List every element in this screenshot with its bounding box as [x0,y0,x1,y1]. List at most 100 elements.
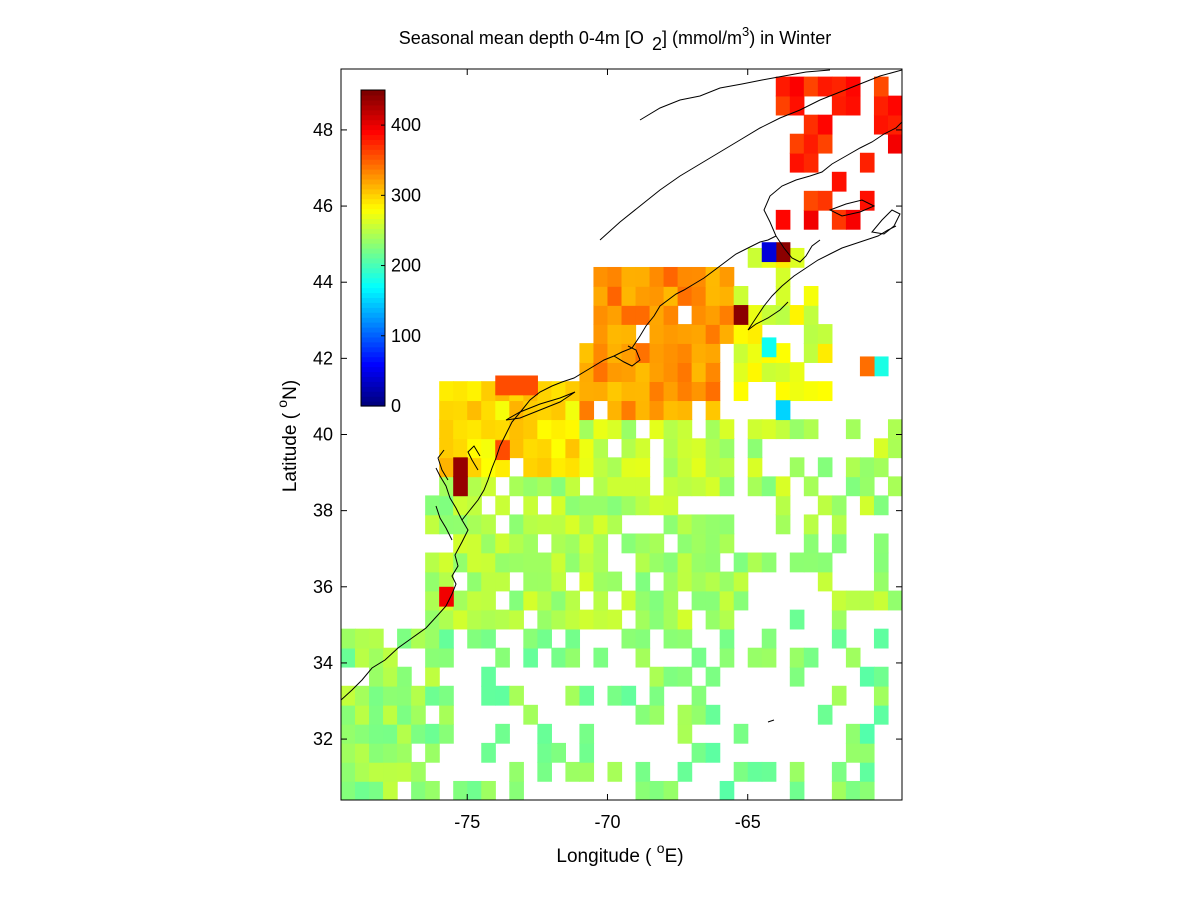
data-cell [859,780,875,800]
data-cell [677,381,693,402]
data-cell [873,457,889,478]
data-cell [747,647,763,668]
colorbar-tick-label: 100 [391,326,421,346]
y-tick-label: 48 [313,120,333,140]
data-cell [831,685,847,706]
colorbar-step [361,262,385,269]
data-cell [481,609,496,630]
data-cell [775,305,791,325]
data-cell [383,780,398,800]
data-cell [747,247,763,268]
data-cell [509,533,524,554]
data-cell [873,685,889,706]
data-cell [719,533,735,554]
data-cell [775,286,791,306]
data-cell [523,552,538,573]
data-cell [845,419,861,440]
data-cell [789,362,805,382]
data-cell [803,76,819,97]
data-cell [831,590,847,611]
data-cell [775,76,791,97]
data-cell [817,381,833,402]
data-cell [481,666,496,687]
colorbar-step [361,257,385,264]
data-cell [663,457,679,478]
data-cell [537,742,552,763]
data-cell [523,628,538,649]
data-cell [481,590,496,611]
data-cell [411,628,426,649]
data-cell [355,628,370,649]
data-cell [467,628,482,649]
data-cell [663,495,679,516]
data-cell [845,723,861,744]
data-cell [565,533,581,554]
data-cell [859,190,875,211]
title-prefix: Seasonal mean depth 0-4m [O [399,28,644,48]
data-cell [509,590,524,611]
data-cell [495,647,510,668]
data-cell [537,609,552,630]
data-cell [873,438,889,459]
data-cell [635,647,651,668]
data-cell [803,419,819,440]
colorbar-step [361,297,385,303]
data-cell [453,400,468,421]
data-cell [719,571,735,592]
data-cell [649,495,665,516]
data-cell [467,590,482,611]
data-cell [565,476,581,497]
data-cell [537,438,552,459]
data-cell [677,552,693,573]
data-cell [481,552,496,573]
data-cell [467,571,482,592]
data-cell [775,381,791,402]
data-cell [453,533,468,554]
colorbar-step [361,267,385,274]
data-cell [691,362,707,382]
colorbar-step [361,346,385,353]
data-cell [565,400,581,421]
data-cell [775,95,791,116]
data-cell [523,514,538,535]
data-cell [509,400,524,421]
data-cell [425,780,440,800]
data-cell [649,381,665,402]
data-cell [551,381,566,402]
data-cell [817,552,833,573]
data-cell [565,381,581,402]
colorbar-step [361,213,385,219]
data-cell [593,533,609,554]
data-cell [887,438,902,459]
data-cell [551,571,566,592]
data-cell [831,171,847,192]
data-cell [859,742,875,763]
data-cell [789,647,805,668]
data-cell [341,704,356,725]
data-cell [705,609,721,630]
data-cell [565,438,581,459]
data-cell [537,400,552,421]
data-cells-layer [341,76,902,800]
data-cell [607,343,623,363]
data-cell [789,666,805,687]
data-cell [369,723,384,744]
data-cell [621,286,637,306]
colorbar-step [361,396,385,402]
data-cell [607,324,623,344]
data-cell [845,780,861,800]
data-cell [803,514,819,535]
data-cell [747,305,763,325]
data-cell [565,590,581,611]
data-cell [607,286,623,306]
title-suffix: ) in Winter [749,28,831,48]
data-cell [677,514,693,535]
data-cell [593,647,609,668]
data-cell [635,305,651,325]
data-cell [621,628,637,649]
data-cell [691,533,707,554]
data-cell [635,286,651,306]
data-cell [439,647,454,668]
data-cell [691,438,707,459]
data-cell [383,742,398,763]
